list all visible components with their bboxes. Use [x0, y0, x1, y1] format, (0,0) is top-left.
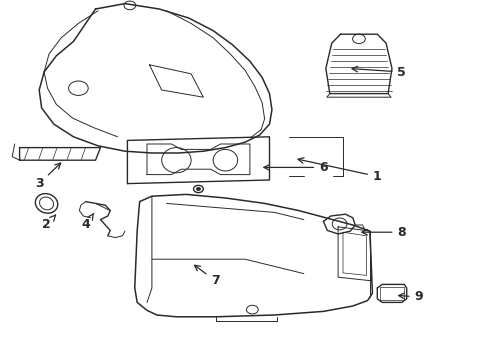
Text: 8: 8 [362, 226, 406, 239]
Text: 3: 3 [35, 163, 61, 190]
Text: 5: 5 [352, 66, 406, 78]
Text: 6: 6 [264, 161, 328, 174]
Text: 2: 2 [42, 215, 56, 231]
Text: 7: 7 [195, 265, 220, 287]
Circle shape [196, 188, 200, 190]
Text: 4: 4 [81, 213, 94, 231]
Text: 1: 1 [298, 158, 382, 183]
Text: 9: 9 [398, 291, 423, 303]
